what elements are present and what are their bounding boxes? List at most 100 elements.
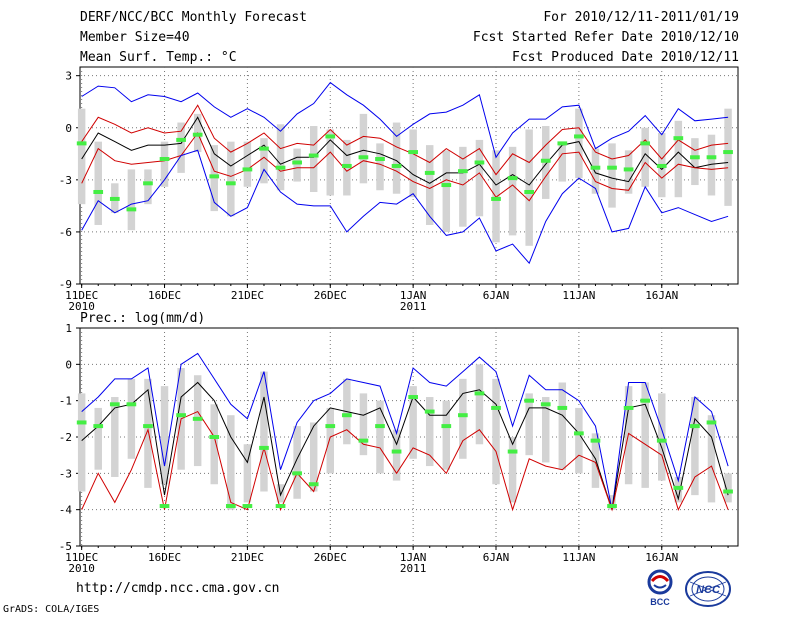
prec-spread-box	[608, 495, 616, 510]
prec-obs-mark	[690, 424, 700, 429]
temp-obs-mark	[242, 167, 253, 172]
temp-ytick-label: -9	[59, 278, 72, 291]
ncc-logo: NCC	[685, 571, 731, 607]
temp-spread-box	[641, 127, 649, 187]
temp-spread-box	[442, 150, 451, 232]
temp-obs-mark	[225, 181, 236, 186]
prec-xtick-label: 26DEC	[314, 551, 347, 564]
prec-ytick-label: -3	[59, 467, 72, 480]
prec-spread-box	[591, 433, 600, 488]
temp-spread-box	[227, 141, 235, 217]
prec-xtick-label: 21DEC	[231, 551, 264, 564]
temp-obs-mark	[341, 163, 352, 168]
temp-obs-mark	[143, 181, 153, 186]
prec-spread-box	[144, 378, 152, 488]
prec-xtick-label: 11JAN	[562, 551, 595, 564]
temp-obs-mark	[391, 163, 402, 168]
prec-spread-box	[542, 397, 550, 463]
temp-obs-mark	[292, 160, 302, 165]
prec-xtick-label: 1JAN	[400, 551, 427, 564]
temp-obs-mark	[607, 165, 617, 170]
prec-obs-mark	[292, 471, 302, 476]
prec-series-min	[81, 410, 729, 512]
prec-obs-mark	[259, 445, 269, 450]
temp-xtick-label: 6JAN	[483, 289, 510, 302]
prec-spread-box	[376, 400, 384, 474]
prec-ytick-label: 0	[65, 358, 72, 371]
temp-obs-mark	[690, 155, 700, 160]
prec-obs-mark	[474, 391, 485, 396]
forecast-period: For 2010/12/11-2011/01/19	[543, 10, 739, 25]
temp-obs-mark	[76, 141, 87, 146]
prec-obs-mark	[557, 405, 568, 410]
prec-ytick-label: -2	[59, 431, 72, 444]
temp-spread-box	[425, 145, 434, 225]
prec-spread-box	[127, 378, 136, 459]
grads-credit: GrADS: COLA/IGES	[3, 604, 100, 615]
prec-spread-box	[293, 426, 301, 499]
temp-series-min	[81, 149, 729, 265]
prec-obs-mark	[109, 402, 120, 407]
temp-obs-mark	[176, 137, 186, 142]
temp-spread-box	[243, 141, 252, 187]
prec-spread-box	[641, 382, 649, 488]
prec-obs-mark	[723, 489, 733, 494]
temp-spread-box	[459, 146, 467, 227]
prec-spread-box	[326, 407, 335, 474]
prec-obs-mark	[192, 416, 203, 421]
prec-obs-mark	[408, 395, 418, 400]
prec-spread-box	[160, 386, 169, 485]
source-url[interactable]: http://cmdp.ncc.cma.gov.cn	[76, 581, 280, 596]
prec-ytick-label: -5	[59, 540, 72, 553]
temp-series-max	[81, 81, 729, 159]
prec-obs-mark	[640, 398, 651, 403]
temp-spread-box	[276, 124, 285, 191]
temp-obs-mark	[375, 157, 385, 162]
temp-xtick-sublabel: 2011	[400, 300, 427, 313]
prec-obs-mark	[424, 409, 435, 414]
temp-obs-mark	[358, 155, 369, 160]
prec-ytick-label: -4	[59, 504, 73, 517]
prec-obs-mark	[341, 413, 352, 418]
temp-obs-mark	[159, 157, 170, 162]
temp-obs-mark	[275, 165, 286, 170]
temp-spread-box	[376, 143, 384, 191]
temp-obs-mark	[259, 146, 269, 151]
temp-spread-box	[558, 143, 567, 182]
prec-obs-mark	[706, 420, 717, 425]
prec-spread-box	[260, 371, 268, 492]
temp-obs-mark	[192, 132, 203, 137]
prec-obs-mark	[458, 413, 468, 418]
prec-xtick-label: 16DEC	[148, 551, 181, 564]
temp-ytick-label: 3	[65, 70, 72, 83]
prec-obs-mark	[507, 449, 518, 454]
produced-date: Fcst Produced Date 2010/12/11	[512, 50, 739, 65]
prec-obs-mark	[209, 435, 220, 439]
temp-spread-box	[160, 141, 169, 187]
temp-series-upper	[81, 104, 729, 176]
temp-spread-box	[707, 134, 716, 196]
temp-spread-box	[127, 169, 136, 231]
temp-obs-mark	[557, 141, 568, 146]
temp-spread-box	[475, 139, 484, 217]
ncc-logo-text: NCC	[696, 584, 721, 596]
temp-spread-box	[260, 138, 268, 184]
prec-obs-mark	[143, 424, 153, 429]
temp-obs-mark	[656, 163, 667, 168]
prec-spread-box	[442, 400, 451, 470]
temp-xtick-label: 11DEC	[65, 289, 98, 302]
prec-spread-box	[409, 386, 417, 459]
prec-spread-box	[227, 415, 235, 510]
temp-obs-mark	[441, 183, 452, 188]
temp-ytick-label: 0	[65, 122, 72, 135]
prec-xtick-label: 16JAN	[645, 551, 678, 564]
temp-spread-box	[326, 129, 335, 196]
prec-spread-box	[94, 407, 102, 470]
header-left: DERF/NCC/BCC Monthly Forecast Member Siz…	[80, 9, 307, 69]
prec-obs-mark	[391, 449, 402, 454]
temp-obs-mark	[474, 160, 485, 165]
temp-obs-mark	[93, 189, 104, 194]
temp-spread-box	[309, 126, 318, 192]
temp-obs-mark	[408, 150, 418, 155]
